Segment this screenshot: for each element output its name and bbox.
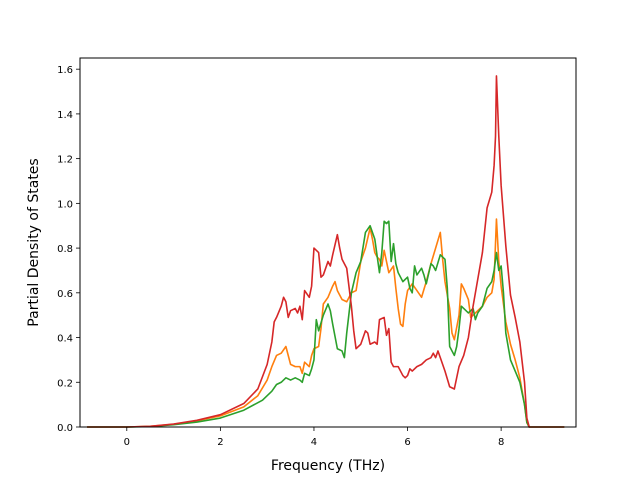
- x-axis-label: Frequency (THz): [271, 458, 385, 474]
- y-tick-label: 1.0: [57, 199, 73, 210]
- series-layer: [87, 75, 565, 428]
- y-tick-label: 0.4: [57, 334, 73, 345]
- y-tick-label: 1.4: [57, 110, 73, 121]
- plot-frame: [79, 57, 577, 428]
- y-tick-label: 0.6: [57, 289, 73, 300]
- x-tick-label: 4: [311, 437, 317, 448]
- series-line-1: [87, 218, 565, 428]
- y-axis-ticks: 0.0 0.2 0.4 0.6 0.8 1.0 1.2 1.4 1.6: [57, 65, 80, 434]
- y-tick-label: 1.2: [57, 155, 73, 166]
- x-tick-label: 6: [404, 437, 410, 448]
- x-tick-label: 2: [217, 437, 223, 448]
- y-tick-label: 0.8: [57, 244, 73, 255]
- y-axis-label: Partial Density of States: [26, 158, 42, 326]
- x-axis-ticks: 0 2 4 6 8: [124, 427, 504, 448]
- x-tick-label: 8: [498, 437, 504, 448]
- y-tick-label: 1.6: [57, 65, 73, 76]
- series-line-2: [87, 220, 565, 428]
- y-tick-label: 0.0: [57, 423, 73, 434]
- series-line-3: [87, 75, 565, 428]
- x-tick-label: 0: [124, 437, 130, 448]
- y-tick-label: 0.2: [57, 378, 73, 389]
